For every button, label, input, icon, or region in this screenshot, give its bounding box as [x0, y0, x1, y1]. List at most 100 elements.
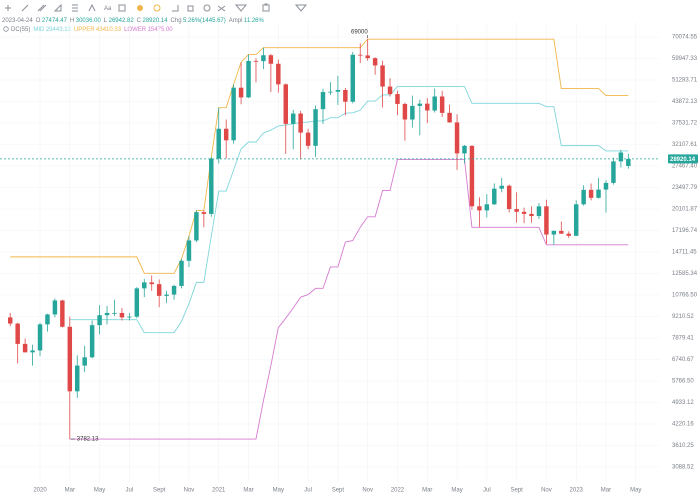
legend-value: 29443.13: [46, 27, 72, 33]
shape-tool[interactable]: [53, 3, 62, 12]
funnel-tool[interactable]: [294, 4, 308, 12]
candle-body: [30, 350, 35, 353]
x-tick-label: 2022: [391, 488, 405, 494]
candle-body: [298, 113, 303, 133]
hide-tool[interactable]: [217, 5, 226, 12]
candle-body: [67, 326, 73, 392]
legend: DC(55) MID 29443.13 UPPER 43410.33 LOWER 15475…: [11, 27, 173, 33]
candle-body: [305, 132, 311, 146]
lock-tool[interactable]: [187, 5, 194, 12]
ohlc-header: 2023-04-24 O 27474.47 H 30036.00 L 26942.82 C 28…: [2, 18, 264, 24]
candle-body: [104, 312, 110, 316]
y-tick-label: 17196.74: [672, 228, 698, 234]
pattern-tool[interactable]: [88, 3, 96, 12]
candle-body: [588, 189, 594, 198]
field-value: 28920.14: [143, 18, 169, 24]
x-tick-label: Sept: [153, 488, 166, 494]
x-tick-label: May: [451, 488, 462, 494]
text-tool[interactable]: Aa: [104, 6, 112, 12]
measure-tool[interactable]: [118, 4, 126, 12]
candle-body: [119, 312, 125, 318]
candle-body: [499, 185, 504, 189]
y-tick-label: 37531.72: [672, 121, 698, 127]
channel-tool[interactable]: [37, 4, 47, 12]
indicator-name: DC(55): [11, 27, 30, 33]
field-value: 27474.47: [42, 18, 68, 24]
filter-tool[interactable]: [234, 4, 248, 12]
candle-body: [89, 325, 95, 358]
eye-tool[interactable]: [203, 4, 211, 12]
emoji-tool[interactable]: [137, 5, 143, 11]
y-tick-label: 6740.67: [672, 357, 694, 363]
candle-body: [75, 365, 80, 392]
candle-body: [395, 94, 400, 104]
candle-body: [231, 87, 236, 141]
x-tick-label: 2021: [212, 488, 226, 494]
x-tick-label: Mar: [65, 488, 75, 494]
x-tick-label: Mar: [243, 488, 253, 494]
line-tool[interactable]: [21, 4, 29, 12]
y-tick-label: 4933.12: [672, 400, 694, 406]
candle-body: [536, 206, 542, 217]
fib-tool[interactable]: [72, 4, 78, 12]
candle-body: [514, 209, 519, 212]
candle-body: [15, 323, 20, 344]
candle-body: [82, 357, 87, 366]
candle-body: [45, 314, 50, 325]
candle-body: [268, 55, 274, 64]
candle-body: [611, 161, 616, 183]
candle-body: [492, 188, 497, 205]
candle-body: [521, 211, 527, 214]
candle-body: [410, 105, 415, 120]
field-value: 11.26%: [244, 18, 265, 24]
field-value: 26942.82: [109, 18, 135, 24]
candle-body: [477, 206, 482, 211]
candle-body: [112, 312, 117, 314]
date: 2023-04-24: [2, 18, 33, 24]
candle-body: [37, 324, 43, 351]
delete-tool[interactable]: [262, 3, 270, 12]
legend-name: LOWER: [124, 27, 147, 33]
candle-body: [253, 60, 259, 62]
candle-body: [290, 113, 296, 124]
candle-body: [328, 91, 333, 93]
x-tick-label: Nov: [541, 488, 552, 494]
candle-body: [209, 158, 214, 214]
x-tick-label: Jul: [304, 488, 312, 494]
candle-body: [60, 300, 65, 327]
last-price-label: 28920.14: [670, 157, 696, 163]
magnet-tool[interactable]: [153, 4, 161, 12]
candle-body: [335, 89, 341, 92]
y-tick-label: 4220.16: [672, 422, 694, 428]
candle-body: [52, 300, 58, 315]
x-tick-label: Mar: [601, 488, 611, 494]
candle-body: [238, 87, 244, 98]
y-tick-label: 14711.45: [672, 250, 697, 256]
candle-body: [365, 55, 370, 59]
candle-body: [581, 189, 586, 205]
indicator-eye[interactable]: [3, 26, 9, 32]
candle-body: [506, 185, 512, 210]
candle-body: [201, 212, 207, 214]
y-tick-label: 70074.55: [672, 35, 698, 41]
y-tick-label: 43872.13: [672, 99, 698, 105]
x-tick-label: Mar: [422, 488, 432, 494]
ruler-tool[interactable]: [172, 5, 179, 12]
legend-value: 15475.00: [148, 27, 174, 33]
crosshair-tool[interactable]: [5, 5, 11, 11]
candle-body: [194, 212, 199, 241]
candle-body: [439, 96, 445, 113]
y-tick-label: 12585.34: [672, 271, 698, 277]
candle-body: [7, 317, 13, 324]
candle-body: [603, 182, 609, 190]
candle-body: [127, 316, 132, 318]
x-tick-label: May: [94, 488, 105, 494]
candle-body: [313, 109, 318, 146]
y-tick-label: 3610.25: [672, 443, 694, 449]
candle-body: [544, 206, 549, 235]
candle-body: [164, 294, 169, 296]
x-tick-label: Nov: [362, 488, 373, 494]
candle-body: [402, 103, 408, 120]
candle-body: [484, 204, 490, 211]
